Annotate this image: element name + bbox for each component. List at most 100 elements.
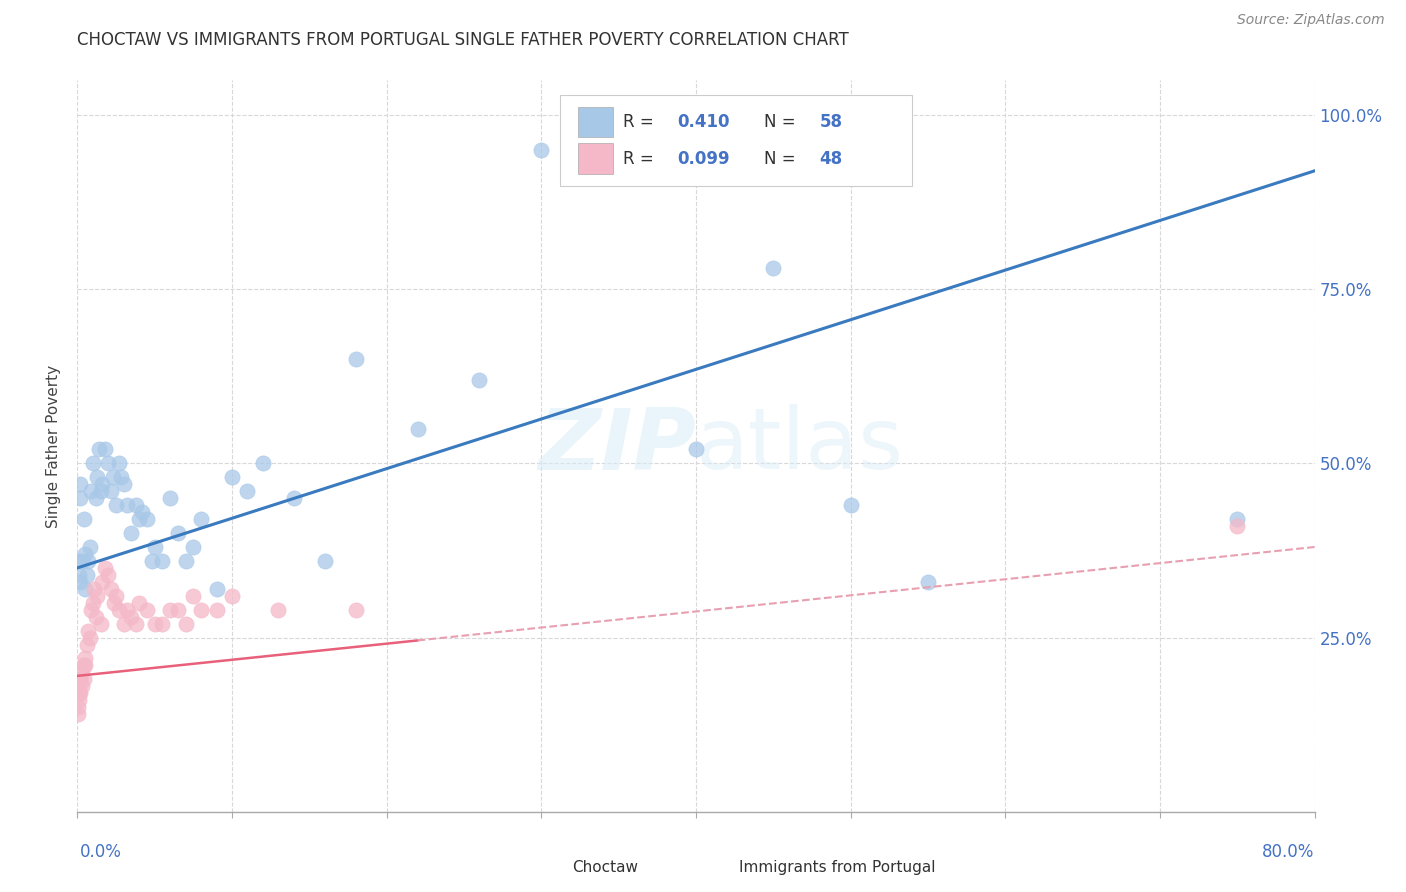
Point <box>344 603 367 617</box>
Point <box>75 582 96 596</box>
Point <box>76 567 98 582</box>
Point <box>100 484 122 499</box>
Point <box>174 554 197 568</box>
Point <box>252 457 274 471</box>
Point <box>762 261 785 276</box>
Point <box>190 603 212 617</box>
Point <box>75 547 96 561</box>
Text: Immigrants from Portugal: Immigrants from Portugal <box>740 860 936 875</box>
Point <box>121 609 143 624</box>
Point <box>105 498 128 512</box>
Point <box>100 582 122 596</box>
Point <box>236 484 259 499</box>
Point <box>69 574 91 589</box>
Point <box>67 686 90 700</box>
Point <box>94 442 117 457</box>
Text: 0.099: 0.099 <box>678 150 730 168</box>
Point <box>141 554 163 568</box>
Point <box>101 470 124 484</box>
Point <box>69 491 91 506</box>
Point <box>70 554 93 568</box>
Point <box>79 540 101 554</box>
Point <box>183 540 205 554</box>
Point <box>97 567 120 582</box>
Text: N =: N = <box>763 113 801 131</box>
Point <box>76 638 98 652</box>
Point <box>67 679 90 693</box>
Text: R =: R = <box>623 150 659 168</box>
Point <box>82 596 104 610</box>
Point <box>167 526 190 541</box>
Point <box>86 589 108 603</box>
Point <box>115 603 138 617</box>
Point <box>77 554 100 568</box>
Point <box>221 589 243 603</box>
Point <box>128 512 150 526</box>
Point <box>159 603 181 617</box>
Point <box>80 603 103 617</box>
Point <box>94 561 117 575</box>
Point <box>84 491 107 506</box>
Point <box>80 484 103 499</box>
FancyBboxPatch shape <box>560 95 912 186</box>
Point <box>917 574 939 589</box>
Text: 80.0%: 80.0% <box>1263 843 1315 861</box>
Point <box>72 658 94 673</box>
Point <box>115 498 138 512</box>
Point <box>91 574 114 589</box>
Point <box>82 457 104 471</box>
Point <box>66 707 89 722</box>
Point <box>314 554 336 568</box>
Text: 48: 48 <box>820 150 842 168</box>
Point <box>125 498 148 512</box>
Point <box>75 658 96 673</box>
Point <box>67 567 90 582</box>
Point <box>167 603 190 617</box>
Point <box>70 679 93 693</box>
Point <box>110 470 132 484</box>
Point <box>406 421 429 435</box>
Point <box>1226 519 1249 533</box>
Point <box>152 554 174 568</box>
Point <box>143 540 166 554</box>
Point <box>174 616 197 631</box>
Point <box>91 477 114 491</box>
Y-axis label: Single Father Poverty: Single Father Poverty <box>46 365 62 527</box>
Point <box>112 477 135 491</box>
Point <box>72 673 94 687</box>
Text: atlas: atlas <box>696 404 904 488</box>
Text: CHOCTAW VS IMMIGRANTS FROM PORTUGAL SINGLE FATHER POVERTY CORRELATION CHART: CHOCTAW VS IMMIGRANTS FROM PORTUGAL SING… <box>77 31 849 49</box>
Point <box>112 616 135 631</box>
Text: 58: 58 <box>820 113 842 131</box>
Point <box>267 603 290 617</box>
Point <box>97 457 120 471</box>
Text: 0.0%: 0.0% <box>80 843 122 861</box>
Point <box>136 603 159 617</box>
Point <box>468 373 491 387</box>
Point <box>654 115 676 129</box>
Point <box>69 686 91 700</box>
Text: Choctaw: Choctaw <box>572 860 638 875</box>
Point <box>205 582 228 596</box>
Point <box>190 512 212 526</box>
Text: R =: R = <box>623 113 659 131</box>
Point <box>607 115 630 129</box>
Point <box>839 498 862 512</box>
Point <box>121 526 143 541</box>
Point <box>205 603 228 617</box>
Point <box>67 554 90 568</box>
Bar <box>578 107 613 137</box>
Point <box>131 505 153 519</box>
Point <box>221 470 243 484</box>
Point <box>70 665 93 680</box>
Bar <box>702 855 733 879</box>
Point <box>183 589 205 603</box>
Point <box>136 512 159 526</box>
Point <box>283 491 305 506</box>
Point <box>87 442 110 457</box>
Point <box>69 673 91 687</box>
Text: ZIP: ZIP <box>538 404 696 488</box>
Text: Source: ZipAtlas.com: Source: ZipAtlas.com <box>1237 13 1385 28</box>
Point <box>159 491 181 506</box>
Point <box>103 596 125 610</box>
